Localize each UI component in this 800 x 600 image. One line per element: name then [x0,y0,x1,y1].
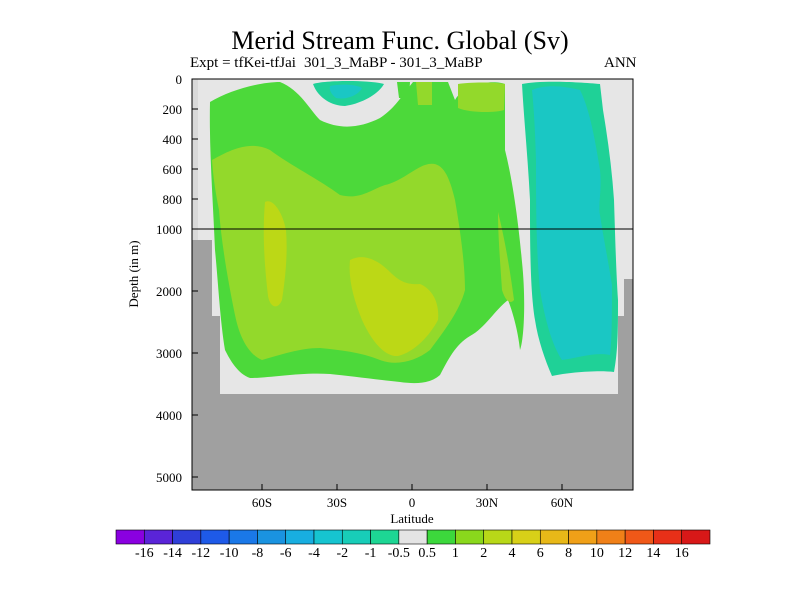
colorbar-label: -4 [308,546,320,561]
colorbar-swatch [115,529,145,545]
y-axis-label: Depth (in m) [126,240,141,307]
x-tick-label: 60N [551,495,574,510]
colorbar-label: 14 [646,546,660,561]
y-tick-label: 4000 [156,408,182,423]
y-tick-label: 400 [163,132,183,147]
colorbar-label: -6 [280,546,292,561]
colorbar-label: 16 [675,546,689,561]
contour-yellow-west [263,201,287,307]
colorbar-label: -1 [365,546,377,561]
x-axis-label: Latitude [390,511,434,526]
chart-subtitle-left: Expt = tfKei-tfJai [190,55,296,71]
colorbar-label: -2 [336,546,348,561]
seafloor-bathymetry [192,240,633,490]
colorbar-label: 8 [565,546,572,561]
colorbar-swatch [143,529,173,545]
contour-cyan-north [532,86,612,360]
contour-green-yellow-north [458,82,505,113]
y-tick-label: 0 [176,72,183,87]
colorbar-label: 0.5 [418,546,436,561]
colorbar-swatch [285,529,315,545]
y-tick-label: 5000 [156,470,182,485]
chart-title: Merid Stream Func. Global (Sv) [231,26,569,55]
colorbar-label: 6 [537,546,544,561]
x-tick-label: 30S [327,495,347,510]
colorbar-label: -14 [163,546,182,561]
x-tick-label: 0 [409,495,416,510]
colorbar-label: -8 [252,546,264,561]
colorbar-swatch [257,529,287,545]
colorbar-swatch [681,529,711,545]
contour-yellow-center [349,257,439,357]
y-ticks: 0 200 400 600 800 1000 2000 3000 4000 5000 [156,72,198,485]
colorbar-swatch [653,529,683,545]
colorbar-swatch [172,529,202,545]
colorbar-swatch [568,529,598,545]
colorbar-swatch [511,529,541,545]
colorbar-swatch [370,529,400,545]
colorbar-swatch [200,529,230,545]
colorbar-swatch [313,529,343,545]
y-tick-label: 2000 [156,284,182,299]
y-tick-label: 1000 [156,222,182,237]
contour-cyan-surface [329,84,362,99]
colorbar-label: -0.5 [388,546,410,561]
colorbar-label: 10 [590,546,604,561]
colorbar-swatch [624,529,654,545]
x-tick-label: 60S [252,495,272,510]
colorbar-label: -16 [135,546,154,561]
left-boundary-strip [192,79,198,240]
chart-subtitle-center: 301_3_MaBP - 301_3_MaBP [304,55,483,71]
colorbar-swatch [596,529,626,545]
y-tick-label: 600 [163,162,183,177]
colorbar-swatch [426,529,456,545]
colorbar-swatch [483,529,513,545]
colorbar-label: 1 [452,546,459,561]
y-tick-label: 3000 [156,346,182,361]
colorbar-label: 4 [509,546,516,561]
colorbar-label: -10 [220,546,239,561]
contour-outer-green-small [397,82,410,98]
y-tick-label: 800 [163,192,183,207]
colorbar-swatch [341,529,371,545]
contour-green-yellow-eq [416,82,432,105]
colorbar-label: -12 [192,546,211,561]
colorbar-swatch [539,529,569,545]
colorbar-swatch [398,529,428,545]
colorbar-label: 2 [480,546,487,561]
y-tick-label: 200 [163,102,183,117]
x-tick-label: 30N [476,495,499,510]
colorbar-label: 12 [618,546,632,561]
x-ticks: 60S 30S 0 30N 60N [252,484,574,510]
colorbar-swatch [455,529,485,545]
contour-green-yellow-ridge [498,212,514,302]
chart-subtitle-right: ANN [604,55,637,71]
colorbar: -16 -14 -12 -10 -8 -6 -4 -2 -1 -0.5 0.5 1 2 4 6 8 10 12 14… [115,529,711,561]
colorbar-swatch [228,529,258,545]
